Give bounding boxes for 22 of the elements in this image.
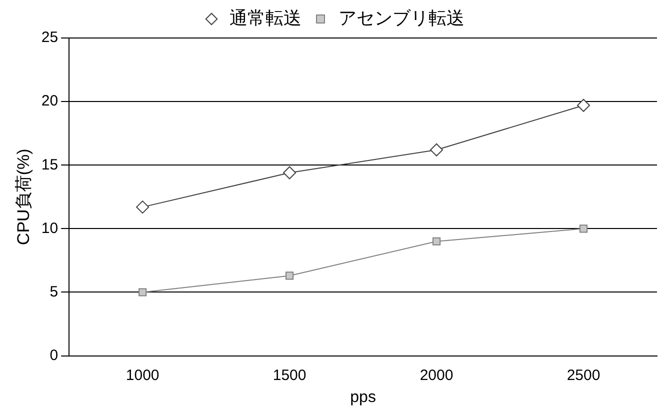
- point: [432, 237, 441, 246]
- point: [577, 98, 590, 112]
- point: [579, 224, 588, 233]
- y-tick-label: 20: [41, 92, 58, 110]
- y-tick-label: 10: [41, 220, 58, 237]
- x-axis-title: pps: [350, 388, 376, 406]
- y-tick-label: 0: [50, 346, 58, 364]
- x-tick-label: 1000: [126, 366, 160, 384]
- legend-label: 通常転送: [230, 8, 302, 28]
- point: [136, 200, 150, 214]
- y-tick-label: 15: [41, 156, 58, 174]
- point: [286, 272, 294, 280]
- x-tick-label: 2500: [566, 366, 600, 384]
- y-tick-label: 5: [50, 283, 58, 300]
- point: [138, 288, 147, 296]
- legend-label: アセンブリ転送: [338, 8, 464, 28]
- x-tick-label: 2000: [420, 366, 454, 384]
- point: [283, 166, 296, 180]
- x-tick-label: 1500: [272, 366, 306, 384]
- y-axis-title: CPU負荷(%): [14, 148, 33, 246]
- point: [430, 143, 444, 156]
- y-tick-label: 25: [41, 29, 58, 46]
